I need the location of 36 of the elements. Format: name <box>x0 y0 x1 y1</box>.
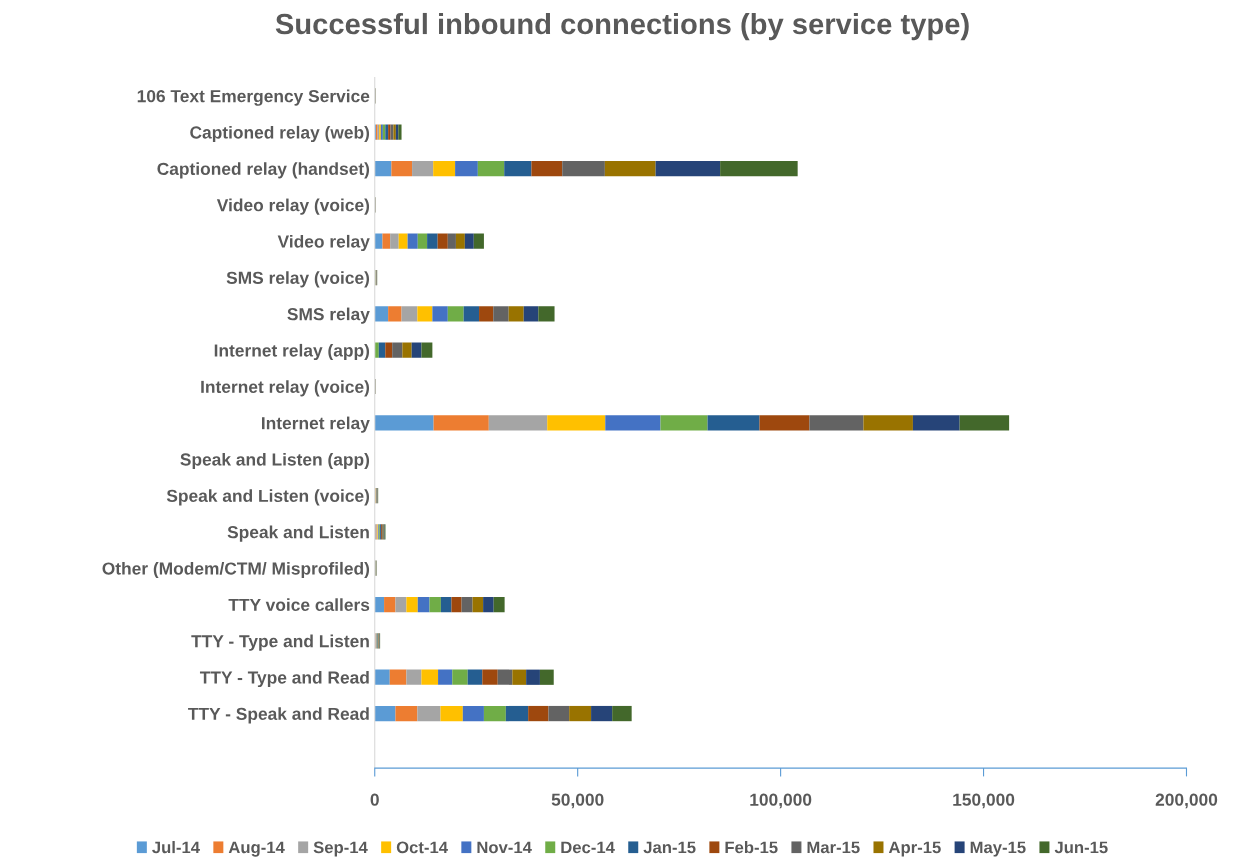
x-tick-label: 150,000 <box>953 793 1015 809</box>
chart-title: Successful inbound connections (by service type) <box>275 12 969 41</box>
y-tick-label: TTY - Type and Listen <box>191 634 369 651</box>
legend-label: Nov-14 <box>477 841 532 854</box>
legend-label: Jul-14 <box>152 841 200 854</box>
legend-label: Jan-15 <box>643 841 696 854</box>
y-tick-label: Internet relay (app) <box>214 343 370 361</box>
y-tick-label: Video relay <box>277 234 370 252</box>
y-tick-label: Speak and Listen (voice) <box>166 489 370 506</box>
y-tick-label: Speak and Listen <box>227 525 369 542</box>
legend-label: May-15 <box>970 841 1026 857</box>
x-tick-label: 200,000 <box>1155 793 1218 809</box>
y-tick-label: Internet relay (voice) <box>201 380 370 397</box>
legend-label: Feb-15 <box>725 841 778 854</box>
legend-label: Mar-15 <box>807 841 860 854</box>
x-tick-label: 50,000 <box>551 793 604 809</box>
y-tick-label: TTY - Speak and Read <box>188 707 369 724</box>
x-tick-label: 100,000 <box>750 793 812 809</box>
y-tick-label: SMS relay (voice) <box>226 271 370 288</box>
legend-label: Oct-14 <box>396 841 448 854</box>
y-tick-label: Other (Modem/CTM/ Misprofiled) <box>102 561 370 579</box>
legend-label: Aug-14 <box>228 841 285 857</box>
legend-label: Dec-14 <box>561 841 615 854</box>
y-tick-label: Captioned relay (handset) <box>157 162 370 179</box>
legend-label: Jun-15 <box>1054 841 1108 854</box>
y-tick-label: SMS relay <box>287 307 370 324</box>
y-tick-label: Speak and Listen (app) <box>180 452 370 470</box>
x-tick-label: 0 <box>370 793 379 806</box>
y-tick-label: Internet relay <box>262 416 370 433</box>
y-tick-label: Captioned relay (web) <box>190 125 370 143</box>
y-tick-label: TTY voice callers <box>228 598 370 612</box>
y-tick-label: TTY - Type and Read <box>199 670 369 688</box>
legend-label: Apr-15 <box>888 841 941 857</box>
legend-label: Sep-14 <box>313 841 368 857</box>
y-tick-label: 106 Text Emergency Service <box>137 89 370 106</box>
y-tick-label: Video relay (voice) <box>216 198 370 215</box>
